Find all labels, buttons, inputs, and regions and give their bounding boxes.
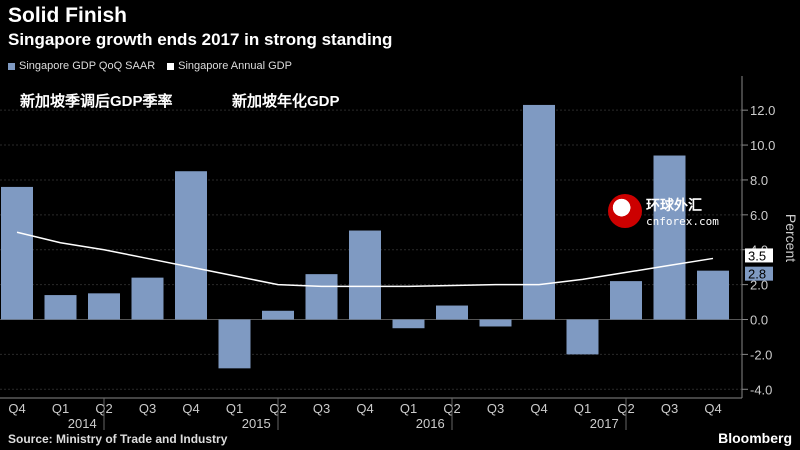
bar [523,104,555,320]
year-label: 2016 [416,416,445,431]
end-label-box [745,266,773,281]
bar [566,319,599,355]
x-tick-label: Q3 [139,401,156,416]
legend-label-qoq: Singapore GDP QoQ SAAR [19,60,156,72]
x-tick-label: Q3 [487,401,504,416]
annotation-zh-qoq: 新加坡季调后GDP季率 [20,93,173,110]
bar [131,277,164,320]
legend-item-annual: Singapore Annual GDP [167,60,292,72]
year-label: 2015 [242,416,271,431]
legend-swatch-qoq [8,62,15,70]
chart-title: Solid Finish [8,4,127,27]
y-tick-label: 0.0 [750,313,768,328]
y-tick-label: -4.0 [750,382,772,397]
end-label: 3.5 [748,248,766,263]
bar [218,319,251,369]
bar [610,281,642,320]
annual-gdp-line [16,231,714,288]
bar [175,171,207,320]
y-tick-label: 12.0 [750,103,775,118]
chart-legend: Singapore GDP QoQ SAAR Singapore Annual … [8,60,292,72]
end-label-box [745,248,773,263]
watermark: 环球外汇 cnforex.com [608,194,719,228]
x-tick-label: Q3 [661,401,678,416]
y-tick-label: -2.0 [750,347,772,362]
bar [392,319,425,329]
y-tick-label: 2.0 [750,278,768,293]
end-label: 2.8 [748,267,766,282]
y-tick-label: 8.0 [750,173,768,188]
watermark-line1: 环球外汇 [646,197,702,214]
bar [1,186,33,320]
chart-subtitle: Singapore growth ends 2017 in strong sta… [8,30,393,49]
legend-swatch-annual [167,62,175,70]
y-tick-label: 6.0 [750,208,768,223]
x-tick-label: Q4 [530,401,547,416]
legend-item-qoq: Singapore GDP QoQ SAAR [8,60,155,72]
x-tick-label: Q1 [400,401,417,416]
watermark-line2: cnforex.com [646,214,719,228]
source-note: Source: Ministry of Trade and Industry [8,432,228,446]
annotation-zh-annual: 新加坡年化GDP [232,93,340,110]
legend-label-annual: Singapore Annual GDP [178,60,292,72]
bar [349,230,381,320]
x-tick-label: Q3 [313,401,330,416]
watermark-logo-icon [608,194,642,228]
x-tick-label: Q1 [226,401,243,416]
x-tick-label: Q4 [182,401,199,416]
bloomberg-logo: Bloomberg [718,430,792,446]
bar [262,310,294,320]
bar [44,295,77,320]
bar [88,293,120,320]
bar [305,274,338,320]
x-tick-label: Q1 [52,401,69,416]
bar [479,319,512,327]
x-tick-label: Q4 [8,401,25,416]
x-tick-label: Q1 [574,401,591,416]
x-tick-label: Q4 [356,401,373,416]
year-label: 2014 [68,416,97,431]
y-tick-label: 10.0 [750,138,775,153]
bar [653,155,686,320]
year-label: 2017 [590,416,619,431]
y-axis-label: Percent [783,214,799,262]
x-tick-label: Q4 [704,401,721,416]
bar [436,305,468,320]
bar [697,270,729,320]
